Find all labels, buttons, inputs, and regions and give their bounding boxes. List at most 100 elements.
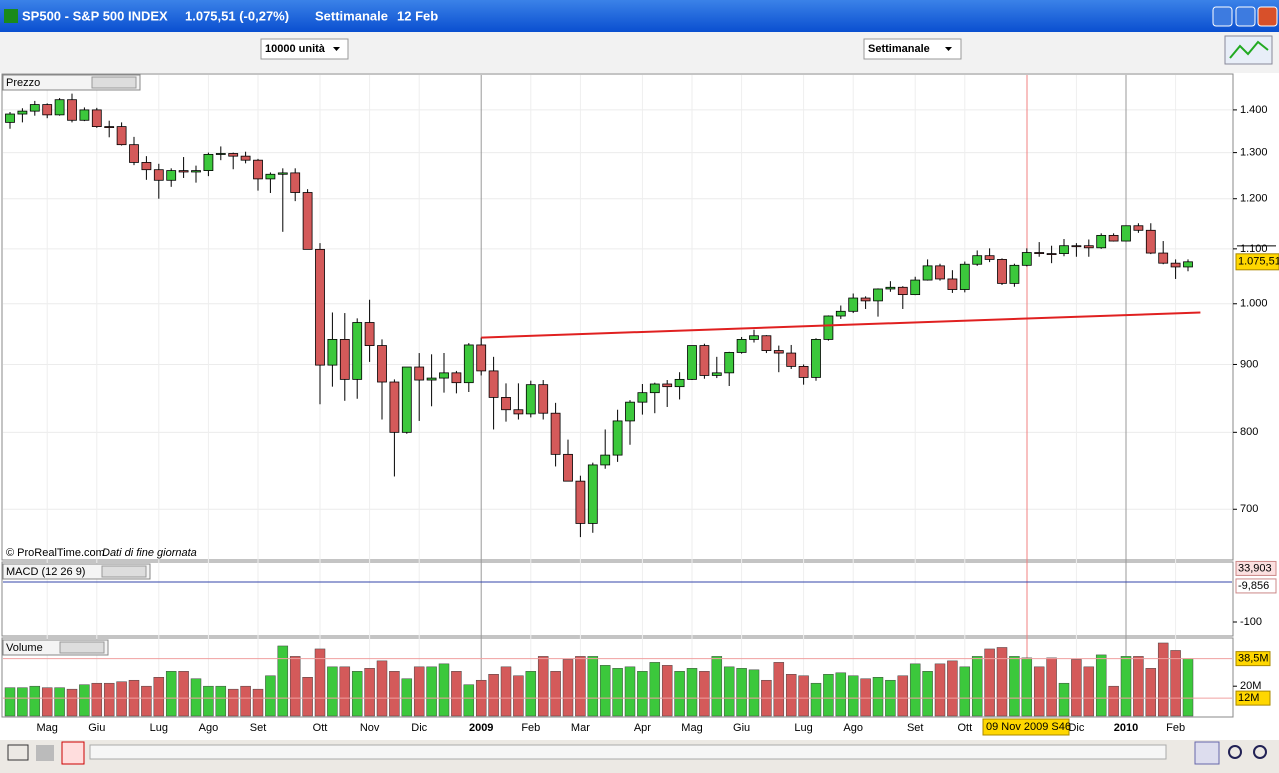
title-bar xyxy=(0,0,1279,32)
quantity-dropdown[interactable] xyxy=(260,38,349,60)
volume-bar xyxy=(661,665,673,717)
scrollbar[interactable] xyxy=(89,744,1167,760)
volume-bar xyxy=(835,672,847,717)
volume-bar xyxy=(649,662,661,717)
timeframe-dropdown[interactable] xyxy=(863,38,962,60)
volume-bar xyxy=(1133,656,1144,717)
candle-body xyxy=(823,315,834,340)
y-tick-label: 900 xyxy=(1240,358,1258,370)
volume-marker-label: 38,5M xyxy=(1238,653,1269,665)
volume-marker-label: 12M xyxy=(1238,692,1259,704)
candle-body xyxy=(439,372,449,379)
volume-bar xyxy=(401,678,413,717)
candle-body xyxy=(935,265,945,280)
candle-body xyxy=(662,383,673,388)
candle-body xyxy=(997,259,1007,284)
volume-bar xyxy=(823,674,834,717)
panel-title: MACD (12 26 9) xyxy=(6,566,85,578)
zoom-out-icon[interactable] xyxy=(1228,745,1242,759)
volume-bar xyxy=(1033,666,1045,717)
candle-body xyxy=(600,454,611,466)
candle-body xyxy=(550,412,561,455)
volume-bar xyxy=(438,663,450,717)
y-tick-label: 1.400 xyxy=(1240,104,1268,116)
chart-style-button[interactable] xyxy=(1224,35,1273,65)
candle-body xyxy=(525,384,536,415)
volume-bar xyxy=(736,668,747,717)
candle-body xyxy=(749,335,759,340)
panel-icons xyxy=(91,76,137,89)
window-title: SP500 - S&P 500 INDEX xyxy=(22,8,168,23)
y-tick-label: 1.100 xyxy=(1240,243,1268,255)
candle-body xyxy=(835,310,846,317)
x-tick-label: Mar xyxy=(571,722,590,734)
footer: © ProRealTime.com xyxy=(6,547,105,559)
volume-bar xyxy=(327,666,338,717)
volume-bar xyxy=(141,685,152,717)
candle-body xyxy=(724,352,735,374)
panel-title: Prezzo xyxy=(6,77,40,89)
volume-bar xyxy=(227,688,239,717)
volume-bar xyxy=(996,647,1008,717)
y-tick-label: 1.200 xyxy=(1240,193,1268,205)
indicator-marker-label: -9,856 xyxy=(1238,580,1269,592)
zoom-auto-icon[interactable] xyxy=(1194,741,1220,765)
volume-bar xyxy=(674,671,685,717)
volume-bar xyxy=(810,682,822,717)
candle-body xyxy=(79,109,90,121)
volume-bar xyxy=(265,675,276,717)
trendline xyxy=(481,311,1201,339)
candle-body xyxy=(302,192,313,250)
candle-body xyxy=(54,99,65,116)
candle-body xyxy=(736,339,747,353)
candle-body xyxy=(116,126,127,146)
volume-bar xyxy=(860,678,871,717)
candle-body xyxy=(922,265,933,281)
candle-body xyxy=(811,339,821,378)
candle-body xyxy=(401,366,412,433)
mail-icon[interactable] xyxy=(7,744,29,761)
minimize-button[interactable] xyxy=(1212,6,1233,27)
volume-bar xyxy=(314,648,326,717)
volume-bar xyxy=(723,666,735,717)
footer-note: Dati di fine giornata xyxy=(102,547,197,559)
print-icon[interactable] xyxy=(36,745,54,761)
volume-bar xyxy=(748,669,760,717)
candle-body xyxy=(773,350,784,354)
candle-body xyxy=(538,384,549,414)
volume-bar xyxy=(785,674,797,717)
volume-bar xyxy=(451,671,462,717)
icon xyxy=(1229,40,1269,59)
volume-bar xyxy=(426,666,437,717)
volume-bar xyxy=(339,666,351,717)
candle-body xyxy=(984,255,995,260)
volume-bar xyxy=(376,660,388,717)
y-tick-label: 1.000 xyxy=(1240,298,1268,310)
panel-title: Volume xyxy=(6,642,43,654)
candle-body xyxy=(761,335,772,351)
volume-bar xyxy=(847,675,859,717)
candle-body xyxy=(1158,252,1169,264)
toggle-icon[interactable] xyxy=(61,741,85,765)
volume-bar xyxy=(500,666,512,717)
candle-body xyxy=(649,383,660,394)
x-tick-label: Mag xyxy=(36,722,57,734)
candle-body xyxy=(1145,229,1156,254)
x-tick-label: Giu xyxy=(88,722,105,734)
maximize-button[interactable] xyxy=(1235,6,1256,27)
x-tick-label: Dic xyxy=(1068,722,1084,734)
volume-bar xyxy=(947,660,958,717)
volume-bar xyxy=(959,666,971,717)
volume-bar xyxy=(215,685,227,717)
indicator-marker xyxy=(1235,560,1277,576)
volume-bar xyxy=(1157,642,1169,717)
candle-body xyxy=(203,153,214,172)
close-button[interactable] xyxy=(1257,6,1278,27)
zoom-in-icon[interactable] xyxy=(1253,745,1267,759)
candle-body xyxy=(364,322,375,346)
volume-bar xyxy=(513,675,524,717)
volume-bar xyxy=(909,663,921,717)
candle-body xyxy=(166,170,177,181)
window-date: 12 Feb xyxy=(397,8,438,23)
candle-body xyxy=(191,170,201,173)
